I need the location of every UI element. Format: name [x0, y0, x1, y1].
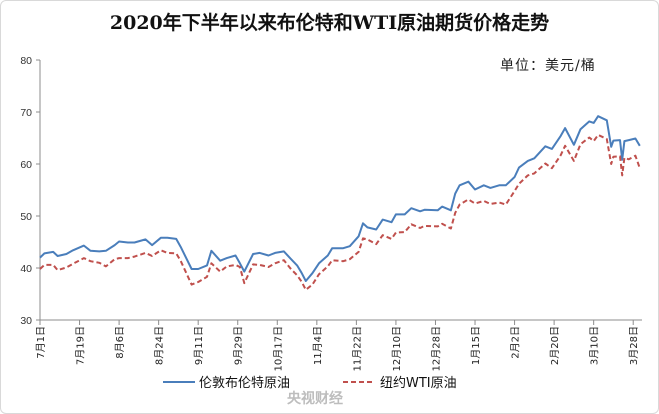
x-tick-label: 12月28日	[430, 326, 442, 371]
x-tick-label: 8月24日	[154, 326, 166, 365]
x-tick-label: 1月15日	[470, 326, 482, 365]
legend: 伦敦布伦特原油 纽约WTI原油	[163, 375, 457, 391]
x-tick-label: 7月19日	[75, 326, 87, 365]
y-tick-label: 30	[20, 315, 32, 327]
x-tick-label: 12月10日	[391, 326, 403, 371]
x-tick-label: 11月22日	[351, 326, 363, 371]
axes-layer: 30 40 50 60 70 80 7月1日 7月19日 8月6日 8月24日 9月11日 9月29日…	[20, 55, 642, 371]
series-layer	[39, 115, 641, 291]
chart-title: 2020年下半年以来布伦特和WTI原油期货价格走势	[109, 12, 550, 34]
y-tick-label: 70	[20, 107, 32, 119]
x-tick-label: 9月11日	[193, 326, 205, 365]
legend-label-brent: 伦敦布伦特原油	[199, 375, 290, 391]
x-tick-label: 3月28日	[628, 326, 640, 365]
x-tick-label: 8月6日	[114, 326, 126, 359]
y-tick-label: 60	[20, 159, 32, 171]
x-tick-label: 10月17日	[272, 326, 284, 371]
y-tick-label: 40	[20, 263, 32, 275]
x-tick-label: 2月20日	[549, 326, 561, 365]
x-tick-label: 11月4日	[312, 326, 324, 365]
y-tick-label: 80	[20, 55, 32, 67]
x-tick-label: 3月10日	[589, 326, 601, 365]
x-tick-label: 2月2日	[510, 326, 522, 359]
unit-label: 单位：美元/桶	[500, 58, 596, 74]
y-tick-label: 50	[20, 211, 32, 223]
legend-label-wti: 纽约WTI原油	[380, 376, 457, 391]
series-line-brent	[39, 115, 641, 282]
x-tick-label: 9月29日	[233, 326, 245, 365]
watermark: 央视财经	[287, 391, 343, 407]
series-line-wti	[39, 133, 641, 291]
x-tick-label: 7月1日	[35, 326, 47, 359]
